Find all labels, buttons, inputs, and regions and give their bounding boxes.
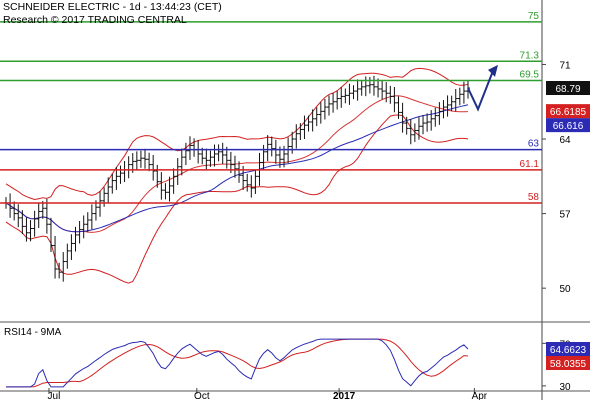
rsi-tick-label: 30 bbox=[559, 382, 571, 393]
level-label: 75 bbox=[528, 11, 540, 22]
rsi-line bbox=[6, 338, 469, 388]
level-label: 69.5 bbox=[520, 69, 540, 80]
bollinger-upper-line bbox=[5, 67, 469, 201]
projection-arrowhead bbox=[488, 64, 498, 77]
value-tag bbox=[546, 341, 590, 356]
time-tick-label: Jul bbox=[48, 391, 61, 400]
value-tag bbox=[546, 104, 590, 119]
time-tick-label: 2017 bbox=[333, 391, 356, 400]
value-tag-label: 68.79 bbox=[555, 84, 580, 95]
value-tag-label: 66.616 bbox=[553, 121, 584, 132]
copyright-note: Research © 2017 TRADING CENTRAL bbox=[3, 14, 187, 26]
level-label: 58 bbox=[528, 192, 540, 203]
value-tag-label: 66.6185 bbox=[550, 107, 587, 118]
price-tick-label: 64 bbox=[559, 135, 571, 146]
value-tag-label: 64.6623 bbox=[550, 345, 587, 356]
value-tag bbox=[546, 355, 590, 370]
price-tick-label: 71 bbox=[559, 60, 571, 71]
level-label: 61.1 bbox=[520, 159, 540, 170]
ohlc-bars bbox=[4, 75, 470, 282]
price-tick-label: 50 bbox=[559, 284, 571, 295]
level-label: 71.3 bbox=[520, 50, 540, 61]
projection-path bbox=[467, 70, 494, 112]
rsi-ma-line bbox=[6, 338, 469, 388]
value-tag-label: 58.0355 bbox=[550, 359, 587, 370]
rsi-panel-label: RSI14 - 9MA bbox=[4, 327, 62, 338]
time-tick-label: Apr bbox=[472, 391, 488, 400]
bollinger-lower-line bbox=[5, 114, 469, 284]
value-tag bbox=[546, 81, 590, 96]
level-label: 63 bbox=[528, 139, 540, 150]
chart-title: SCHNEIDER ELECTRIC - 1d - 13:44:23 (CET) bbox=[3, 1, 222, 13]
moving-average-line bbox=[5, 104, 469, 233]
value-tag bbox=[546, 118, 590, 133]
time-tick-label: Oct bbox=[194, 391, 210, 400]
price-tick-label: 57 bbox=[559, 210, 571, 221]
